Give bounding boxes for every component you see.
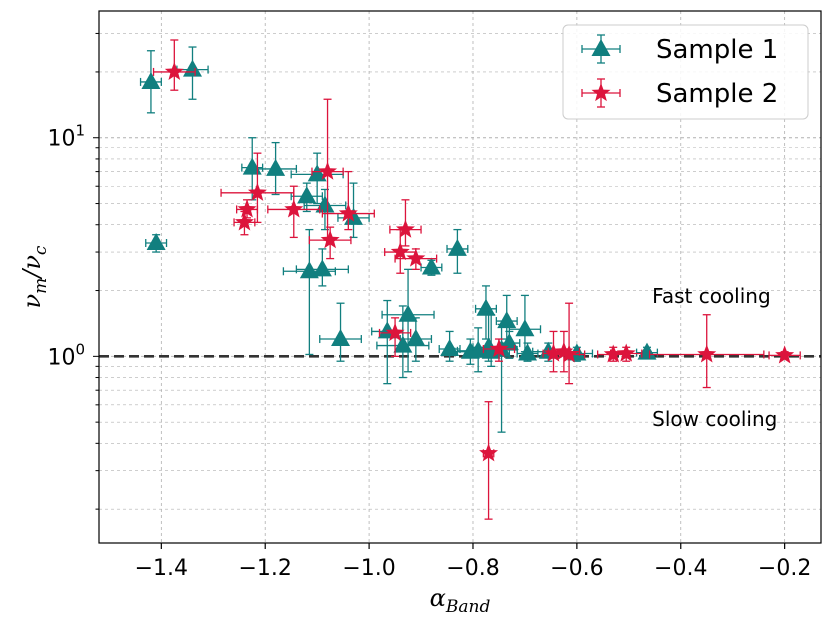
annotations: Fast cooling Slow cooling xyxy=(652,284,777,431)
data-point xyxy=(378,317,412,357)
triangle-marker xyxy=(518,343,538,361)
data-point xyxy=(295,248,349,287)
data-point xyxy=(552,302,586,385)
star-marker xyxy=(284,199,304,218)
triangle-marker xyxy=(182,59,202,77)
triangle-marker xyxy=(242,157,262,175)
star-marker xyxy=(247,182,267,201)
data-point xyxy=(139,50,162,114)
star-marker xyxy=(489,339,509,358)
legend-label-sample-1: Sample 1 xyxy=(656,35,778,65)
triangle-marker xyxy=(146,232,166,250)
legend-box xyxy=(562,24,809,120)
star-marker xyxy=(775,345,795,364)
data-point xyxy=(290,152,344,205)
data-point xyxy=(516,342,539,362)
star-marker xyxy=(318,161,338,180)
triangle-marker xyxy=(266,158,286,176)
star-marker xyxy=(237,199,257,218)
legend-marker-sample-1 xyxy=(581,34,621,64)
star-marker xyxy=(406,248,426,267)
star-marker xyxy=(385,322,405,341)
star-marker xyxy=(554,341,574,360)
x-tick-label: −0.2 xyxy=(758,556,811,581)
y-axis-label: νm/νc xyxy=(18,245,51,308)
triangle-marker xyxy=(440,339,460,357)
y-tick-label: 101 xyxy=(47,122,85,152)
data-point xyxy=(319,302,362,362)
triangle-marker xyxy=(406,329,426,347)
legend-label-sample-2: Sample 2 xyxy=(656,79,778,109)
y-axis-ticks: 100 101 xyxy=(47,32,99,510)
x-tick-label: −0.8 xyxy=(446,556,499,581)
star-marker xyxy=(697,344,717,363)
data-point xyxy=(337,182,370,239)
data-point xyxy=(311,98,344,241)
triangle-marker xyxy=(447,238,467,256)
data-point xyxy=(394,248,438,271)
triangle-marker xyxy=(637,342,657,360)
data-point xyxy=(609,343,643,362)
data-point xyxy=(446,228,469,274)
y-tick-label: 100 xyxy=(47,340,85,370)
data-point xyxy=(482,338,516,362)
data-point xyxy=(282,228,336,356)
data-point xyxy=(267,185,321,239)
triangle-marker xyxy=(312,259,332,277)
star-marker xyxy=(338,203,358,222)
triangle-marker xyxy=(476,298,496,316)
data-point xyxy=(235,199,259,219)
data-point xyxy=(495,294,518,340)
data-point xyxy=(768,345,801,364)
star-marker xyxy=(164,61,184,81)
plot-frame xyxy=(98,10,822,544)
triangle-marker xyxy=(307,164,327,182)
x-axis-ticks: −1.4 −1.2 −1.0 −0.8 −0.6 −0.4 −0.2 xyxy=(135,543,811,581)
series-2 xyxy=(152,39,801,520)
triangle-marker xyxy=(141,71,161,89)
data-point xyxy=(420,257,443,276)
legend-marker-sample-2 xyxy=(581,78,621,108)
legend-star-marker xyxy=(591,83,611,102)
data-point xyxy=(233,210,256,236)
data-point xyxy=(389,199,422,247)
annotation-text: Fast cooling xyxy=(652,284,771,308)
triangle-marker xyxy=(398,304,418,322)
annotation-text: Slow cooling xyxy=(652,407,777,431)
data-point xyxy=(399,317,433,362)
star-marker xyxy=(234,212,254,231)
x-tick-label: −1.4 xyxy=(135,556,188,581)
x-axis-label: αBand xyxy=(430,584,491,617)
x-tick-label: −1.0 xyxy=(342,556,395,581)
data-point xyxy=(508,294,542,353)
data-point xyxy=(635,342,659,360)
data-point xyxy=(479,401,499,520)
star-marker xyxy=(320,230,340,249)
star-marker xyxy=(559,344,579,363)
star-marker xyxy=(390,242,410,261)
triangle-marker xyxy=(497,311,517,329)
star-marker xyxy=(395,219,415,238)
x-tick-label: −0.4 xyxy=(654,556,707,581)
data-markers xyxy=(139,39,801,520)
x-tick-label: −0.6 xyxy=(550,556,603,581)
data-point xyxy=(145,232,168,253)
star-marker xyxy=(479,443,499,462)
triangle-marker xyxy=(421,257,441,275)
triangle-marker xyxy=(331,329,351,347)
star-marker xyxy=(616,343,636,362)
data-point xyxy=(254,141,298,196)
data-point xyxy=(384,228,417,274)
legend-triangle-marker xyxy=(591,39,611,56)
x-tick-label: −1.2 xyxy=(239,556,292,581)
triangle-marker xyxy=(515,319,535,337)
data-point xyxy=(648,314,765,389)
data-point xyxy=(176,46,209,100)
legend: Sample 1 Sample 2 xyxy=(562,24,809,120)
data-point xyxy=(321,170,375,231)
data-point xyxy=(152,39,196,91)
data-point xyxy=(308,226,352,260)
triangle-marker xyxy=(297,186,317,204)
